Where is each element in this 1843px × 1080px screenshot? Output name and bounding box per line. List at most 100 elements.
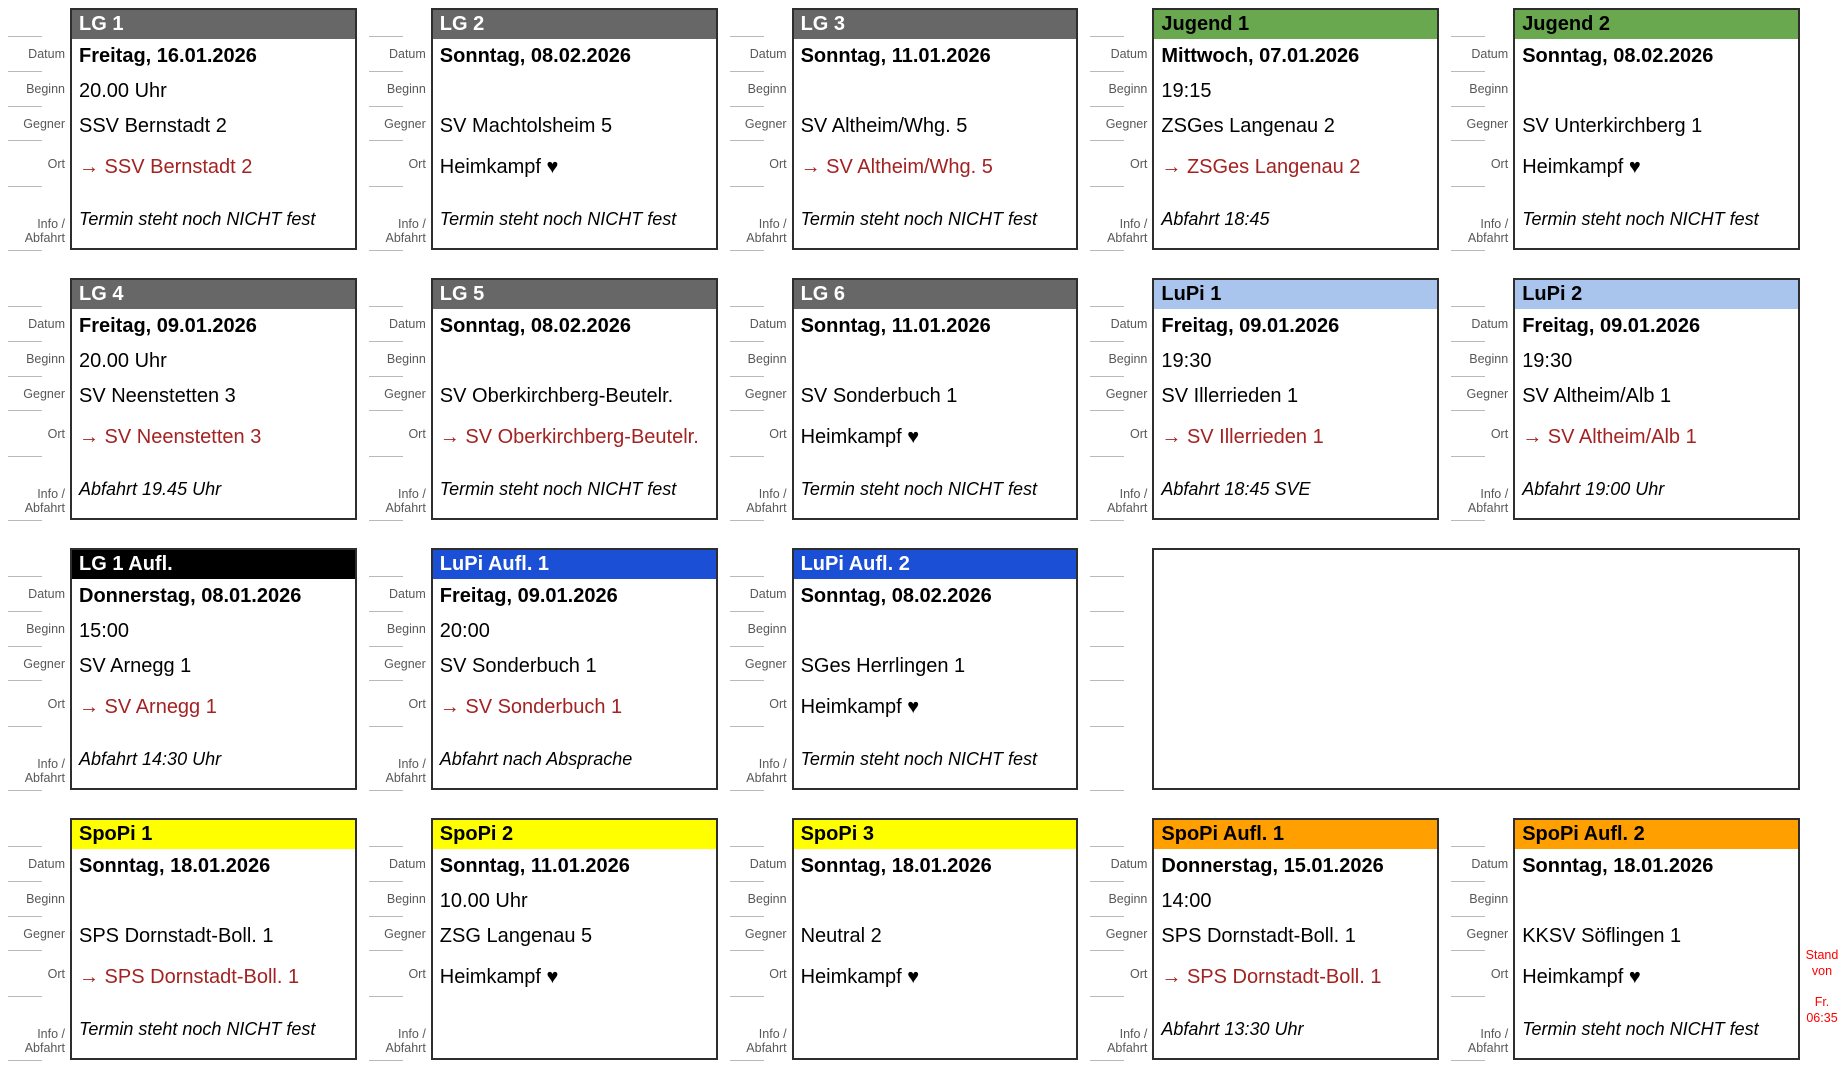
label-blank (1090, 576, 1152, 612)
label-beginn: Beginn (368, 880, 431, 917)
match-opponent: ZSGes Langenau 2 (1161, 115, 1335, 137)
match-opponent: SGes Herrlingen 1 (800, 655, 966, 677)
match-date: Sonntag, 08.02.2026 (1522, 45, 1714, 67)
match-location-link[interactable]: → SPS Dornstadt-Boll. 1 (1161, 965, 1382, 988)
match-date: Freitag, 09.01.2026 (79, 315, 257, 337)
match-info: Abfahrt 13:30 Uhr (1161, 1018, 1304, 1039)
card-title: LG 6 (793, 280, 1077, 309)
label-beginn: Beginn (1451, 340, 1513, 377)
match-cell: Datum Beginn Gegner Ort Info / Abfahrt S… (1451, 818, 1812, 1061)
match-opponent: SV Altheim/Whg. 5 (800, 115, 968, 137)
match-time: 14:00 (1161, 890, 1212, 912)
match-location-link[interactable]: → SV Sonderbuch 1 (439, 695, 623, 718)
match-time (72, 884, 355, 919)
label-ort: Ort (729, 410, 792, 457)
label-ort: Ort (1451, 950, 1513, 997)
match-info: Termin steht noch NICHT fest (1522, 1018, 1759, 1039)
match-date: Sonntag, 08.02.2026 (439, 315, 631, 337)
match-location-link[interactable]: → SV Neenstetten 3 (79, 425, 262, 448)
match-card: LG 3 Sonntag, 11.01.2026 SV Altheim/Whg.… (791, 8, 1079, 250)
label-info-line1: Info / (758, 1026, 787, 1041)
label-gegner: Gegner (368, 915, 431, 952)
match-time (794, 74, 1077, 109)
match-card: SpoPi 2 Sonntag, 11.01.2026 10.00 Uhr ZS… (430, 818, 718, 1060)
label-gegner: Gegner (1090, 915, 1152, 952)
label-info-abfahrt: Info / Abfahrt (8, 186, 70, 251)
label-info-line2: Abfahrt (24, 770, 65, 785)
label-info-line1: Info / (1480, 216, 1509, 231)
label-beginn: Beginn (729, 610, 792, 647)
match-time: 19:15 (1161, 80, 1212, 102)
label-beginn: Beginn (1451, 880, 1513, 917)
match-date: Sonntag, 08.02.2026 (800, 585, 992, 607)
label-ort: Ort (8, 140, 70, 187)
match-date: Sonntag, 18.01.2026 (1522, 855, 1714, 877)
match-card: SpoPi 3 Sonntag, 18.01.2026 Neutral 2 He… (791, 818, 1079, 1060)
match-card: LG 2 Sonntag, 08.02.2026 SV Machtolsheim… (430, 8, 718, 250)
label-ort: Ort (368, 410, 431, 457)
match-opponent: SV Illerrieden 1 (1161, 385, 1299, 407)
match-date: Freitag, 09.01.2026 (1161, 315, 1340, 337)
label-ort: Ort (368, 680, 431, 727)
match-info: Termin steht noch NICHT fest (800, 478, 1038, 499)
label-ort: Ort (368, 950, 431, 997)
label-gegner: Gegner (1090, 375, 1152, 412)
match-location-link[interactable]: → SV Altheim/Alb 1 (1522, 425, 1697, 448)
match-location-link[interactable]: → SV Arnegg 1 (79, 695, 217, 718)
match-info: Abfahrt 18:45 SVE (1161, 478, 1311, 499)
label-info-abfahrt: Info / Abfahrt (729, 186, 792, 251)
match-opponent: SPS Dornstadt-Boll. 1 (1161, 925, 1356, 947)
label-info-line1: Info / (37, 486, 65, 501)
label-datum: Datum (8, 846, 70, 882)
card-title: LG 1 (72, 10, 355, 39)
card-title: LuPi Aufl. 2 (793, 550, 1077, 579)
card-title: LG 1 Aufl. (72, 550, 355, 579)
match-info: Termin steht noch NICHT fest (439, 478, 677, 499)
match-location: Heimkampf ♥ (800, 695, 920, 718)
match-info: Abfahrt 18:45 (1161, 208, 1270, 229)
match-opponent: SV Arnegg 1 (79, 655, 192, 677)
label-gegner: Gegner (1451, 105, 1513, 142)
row-labels: Datum Beginn Gegner Ort Info / Abfahrt (729, 548, 792, 791)
label-datum: Datum (368, 576, 431, 612)
match-card: LuPi 2 Freitag, 09.01.2026 19:30 SV Alth… (1513, 278, 1800, 520)
label-info-abfahrt: Info / Abfahrt (8, 456, 70, 521)
card-title: LuPi 1 (1154, 280, 1438, 309)
label-info-line2: Abfahrt (24, 230, 65, 245)
label-gegner: Gegner (729, 105, 792, 142)
card-title: SpoPi 1 (72, 820, 355, 849)
match-date: Sonntag, 18.01.2026 (800, 855, 992, 877)
label-beginn: Beginn (368, 70, 431, 107)
label-datum: Datum (729, 846, 792, 882)
match-location-link[interactable]: → SV Oberkirchberg-Beutelr. (439, 425, 699, 448)
match-card: Jugend 1 Mittwoch, 07.01.2026 19:15 ZSGe… (1152, 8, 1440, 250)
match-location-link[interactable]: → SPS Dornstadt-Boll. 1 (79, 965, 300, 988)
match-date: Freitag, 09.01.2026 (439, 585, 618, 607)
match-location-link[interactable]: → SSV Bernstadt 2 (79, 155, 253, 178)
match-location-link[interactable]: → ZSGes Langenau 2 (1161, 155, 1361, 178)
match-cell: Datum Beginn Gegner Ort Info / Abfahrt S… (368, 818, 730, 1061)
match-opponent: SV Sonderbuch 1 (800, 385, 958, 407)
match-cell: Datum Beginn Gegner Ort Info / Abfahrt S… (8, 818, 369, 1061)
match-date: Donnerstag, 08.01.2026 (79, 585, 302, 607)
match-location-link[interactable]: → SV Illerrieden 1 (1161, 425, 1324, 448)
label-info-line1: Info / (398, 486, 426, 501)
label-ort: Ort (8, 410, 70, 457)
match-date: Freitag, 09.01.2026 (1522, 315, 1701, 337)
match-location-link[interactable]: → SV Altheim/Whg. 5 (800, 155, 993, 178)
card-title: LG 3 (793, 10, 1077, 39)
match-opponent: SSV Bernstadt 2 (79, 115, 227, 137)
row-labels: Datum Beginn Gegner Ort Info / Abfahrt (8, 278, 70, 521)
label-beginn: Beginn (729, 70, 792, 107)
card-title: LG 5 (432, 280, 716, 309)
label-ort: Ort (729, 140, 792, 187)
label-beginn: Beginn (368, 610, 431, 647)
label-datum: Datum (729, 306, 792, 342)
card-title: LG 4 (72, 280, 355, 309)
label-beginn: Beginn (729, 880, 792, 917)
row-labels: Datum Beginn Gegner Ort Info / Abfahrt (1451, 278, 1513, 521)
match-opponent: SV Sonderbuch 1 (439, 655, 597, 677)
match-time: 19:30 (1161, 350, 1212, 372)
label-info-line2: Abfahrt (746, 230, 787, 245)
label-info-line1: Info / (1119, 486, 1148, 501)
